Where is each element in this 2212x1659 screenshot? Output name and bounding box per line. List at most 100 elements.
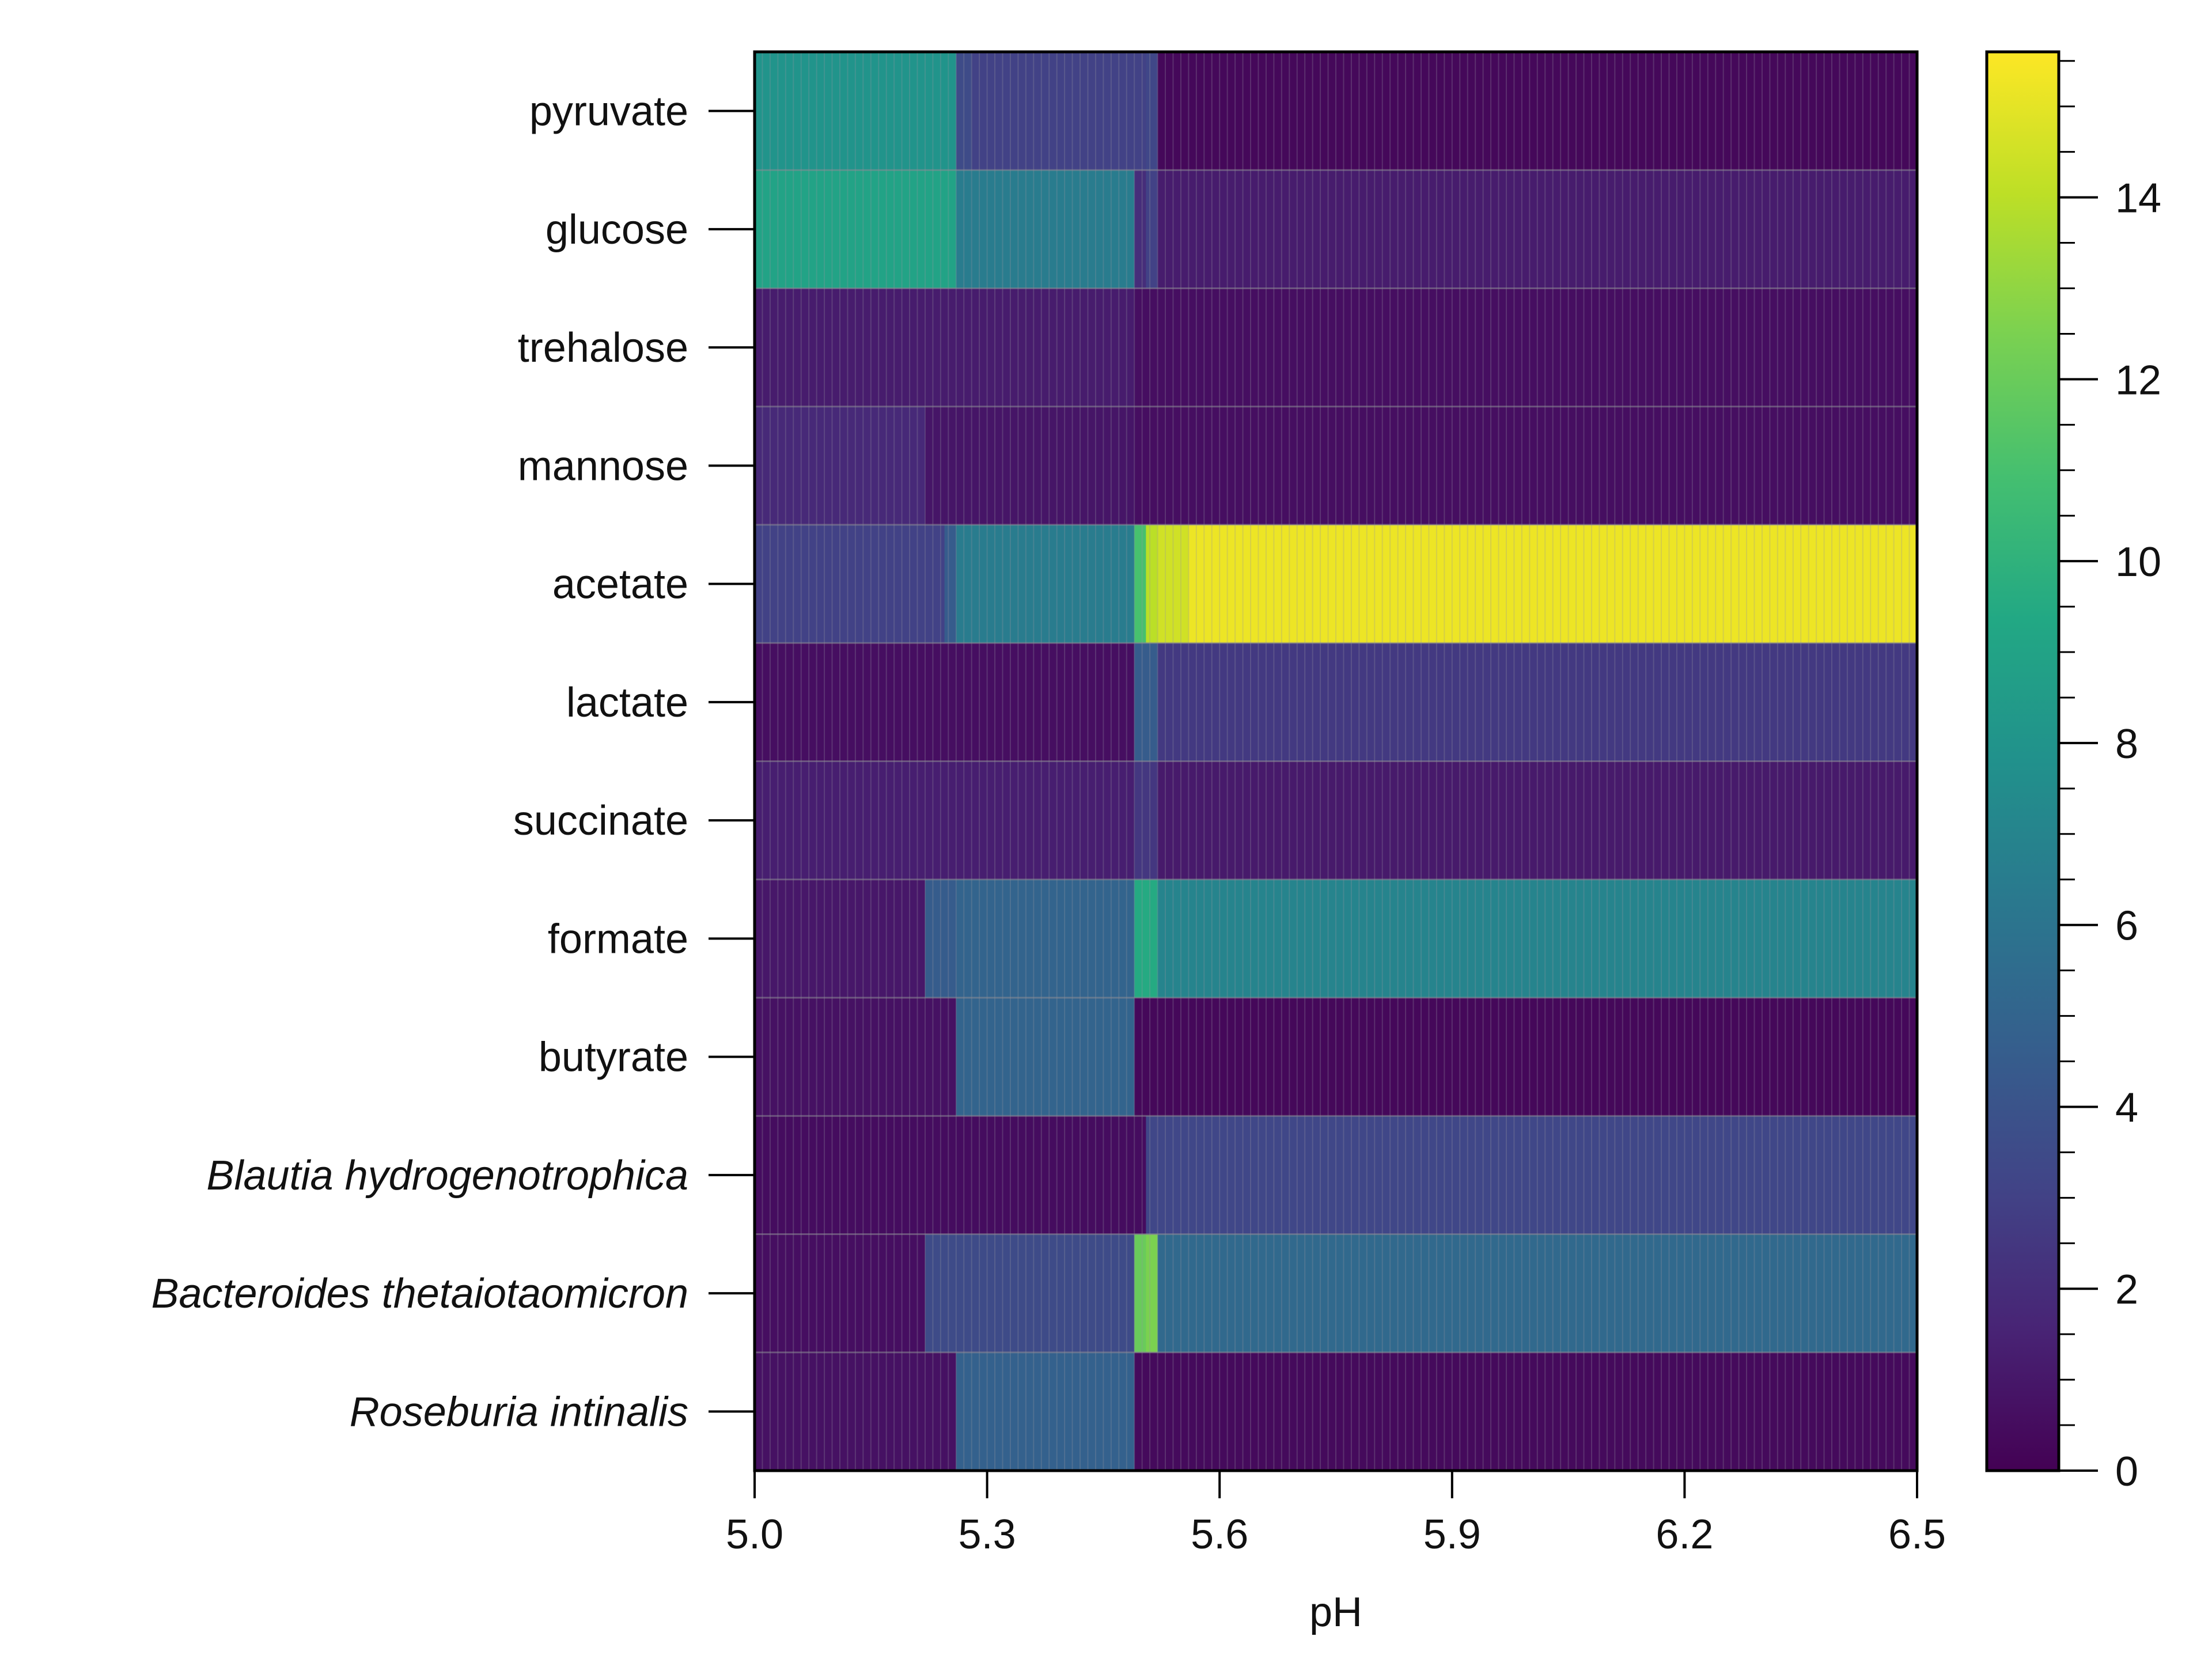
- heatmap-cell: [956, 761, 972, 880]
- colorbar-tick-label: 6: [2115, 903, 2138, 949]
- y-tick-label: lactate: [566, 680, 688, 726]
- heatmap-cell: [1188, 1352, 1918, 1471]
- heatmap-cell: [925, 761, 945, 880]
- heatmap-cell: [971, 1352, 1135, 1471]
- heatmap-cell: [944, 761, 957, 880]
- heatmap-cell: [944, 170, 957, 289]
- heatmap-cell: [1188, 1234, 1918, 1353]
- x-tick-label: 5.6: [1191, 1512, 1248, 1558]
- heatmap-cell: [1146, 52, 1158, 171]
- heatmap-cell: [944, 52, 957, 171]
- heatmap-cell: [755, 1234, 926, 1353]
- x-tick-label: 5.3: [959, 1512, 1016, 1558]
- heatmap-cell: [1188, 998, 1918, 1116]
- heatmap-cell: [1188, 1116, 1918, 1235]
- heatmap-cell: [1134, 761, 1146, 880]
- heatmap-cell: [944, 879, 957, 998]
- heatmap-cell: [956, 52, 972, 171]
- heatmap-cell: [1157, 998, 1189, 1116]
- heatmap-cell: [1134, 879, 1146, 998]
- colorbar-tick-label: 8: [2115, 721, 2138, 767]
- heatmap-cell: [925, 998, 945, 1116]
- heatmap-cell: [1146, 525, 1158, 643]
- heatmap-cell: [1188, 406, 1918, 525]
- heatmap-cell: [925, 879, 945, 998]
- heatmap-cell: [755, 1352, 926, 1471]
- heatmap-cell: [1188, 879, 1918, 998]
- heatmap-cell: [1134, 525, 1146, 643]
- heatmap-cell: [1157, 879, 1189, 998]
- heatmap-cell: [1188, 525, 1918, 643]
- heatmap-cell: [1157, 52, 1189, 171]
- y-tick-label: trehalose: [518, 325, 688, 371]
- heatmap-fine-lines: [755, 52, 1917, 1471]
- heatmap-cell: [925, 525, 945, 643]
- heatmap-cell: [1157, 761, 1189, 880]
- heatmap-cell: [1188, 170, 1918, 289]
- heatmap-cell: [925, 1234, 945, 1353]
- colorbar-gradient: [1985, 50, 2061, 1472]
- heatmap-cell: [1134, 1234, 1146, 1353]
- heatmap-cell: [971, 1116, 1135, 1235]
- heatmap-cell: [956, 170, 972, 289]
- heatmap-cell: [755, 288, 926, 407]
- heatmap-cell: [1146, 761, 1158, 880]
- y-tick-label: Roseburia intinalis: [350, 1389, 688, 1435]
- heatmap-cell: [944, 406, 957, 525]
- heatmap-cell: [755, 170, 926, 289]
- heatmap-cell: [1157, 406, 1189, 525]
- heatmap-cell: [971, 525, 1135, 643]
- heatmap-cell: [1188, 643, 1918, 762]
- heatmap-cell: [1146, 1352, 1158, 1471]
- heatmap-cell: [971, 761, 1135, 880]
- heatmap-cell: [1146, 170, 1158, 289]
- heatmap-cell: [1134, 52, 1146, 171]
- heatmap-cell: [755, 1116, 926, 1235]
- x-tick-label: 5.9: [1423, 1512, 1481, 1558]
- plot-frame: [753, 50, 1919, 1472]
- heatmap-cell: [1146, 406, 1158, 525]
- heatmap-cell: [1188, 761, 1918, 880]
- heatmap-cell: [944, 525, 957, 643]
- x-tick-label: 6.5: [1888, 1512, 1946, 1558]
- heatmap-cell: [956, 998, 972, 1116]
- y-tick-label: Blautia hydrogenotrophica: [206, 1153, 688, 1199]
- colorbar-ticks: 0 2 4 6 8 10 12 14: [2059, 60, 2161, 1495]
- heatmap-cell: [956, 1234, 972, 1353]
- heatmap-cell: [956, 1116, 972, 1235]
- y-axis: pyruvate glucose trehalose mannose acetate la…: [151, 89, 755, 1435]
- heatmap-cell: [944, 288, 957, 407]
- heatmap-cell: [1134, 170, 1146, 289]
- heatmap-cell: [925, 1116, 945, 1235]
- heatmap-cell: [1157, 525, 1189, 643]
- colorbar: 0 2 4 6 8 10 12 14: [1985, 50, 2161, 1495]
- heatmap-cell: [755, 998, 926, 1116]
- y-tick-label: formate: [548, 916, 688, 962]
- heatmap-cell: [971, 170, 1135, 289]
- heatmap-cell: [956, 643, 972, 762]
- heatmap-cell: [944, 1352, 957, 1471]
- heatmap-cell: [755, 406, 926, 525]
- heatmap-cell: [944, 1234, 957, 1353]
- y-tick-label: butyrate: [539, 1035, 688, 1081]
- x-tick-label: 5.0: [726, 1512, 783, 1558]
- heatmap-cell: [1146, 1116, 1158, 1235]
- colorbar-tick-label: 12: [2115, 357, 2161, 403]
- heatmap-cell: [956, 879, 972, 998]
- x-axis: 5.0 5.3 5.6 5.9 6.2 6.5: [726, 1471, 1946, 1558]
- heatmap-cell: [1146, 998, 1158, 1116]
- x-tick-label: 6.2: [1656, 1512, 1713, 1558]
- heatmap-cell: [971, 998, 1135, 1116]
- x-axis-label: pH: [1309, 1589, 1362, 1635]
- heatmap-cells: [755, 52, 1918, 1471]
- heatmap-cell: [755, 879, 926, 998]
- heatmap-cell: [956, 288, 972, 407]
- heatmap-cell: [755, 52, 926, 171]
- heatmap-cell: [1157, 1116, 1189, 1235]
- heatmap-cell: [1146, 879, 1158, 998]
- heatmap-cell: [971, 406, 1135, 525]
- heatmap-cell: [925, 643, 945, 762]
- heatmap-cell: [1134, 1116, 1146, 1235]
